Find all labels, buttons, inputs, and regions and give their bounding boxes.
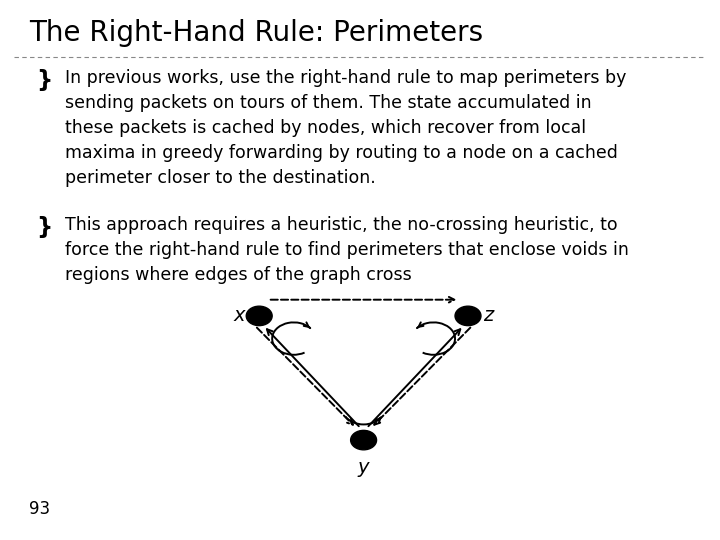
FancyArrowPatch shape: [267, 329, 359, 426]
FancyArrowPatch shape: [257, 328, 353, 424]
Text: }: }: [36, 69, 53, 92]
Text: This approach requires a heuristic, the no-crossing heuristic, to
force the righ: This approach requires a heuristic, the …: [65, 216, 629, 284]
Text: z: z: [483, 306, 493, 326]
Text: The Right-Hand Rule: Perimeters: The Right-Hand Rule: Perimeters: [29, 19, 483, 47]
Text: In previous works, use the right-hand rule to map perimeters by
sending packets : In previous works, use the right-hand ru…: [65, 69, 626, 187]
Text: y: y: [358, 457, 369, 477]
Text: }: }: [36, 216, 53, 239]
Text: x: x: [233, 306, 245, 326]
Circle shape: [246, 306, 272, 326]
FancyArrowPatch shape: [271, 297, 454, 302]
FancyArrowPatch shape: [374, 328, 470, 424]
Text: 93: 93: [29, 501, 50, 518]
Circle shape: [351, 430, 377, 450]
Circle shape: [455, 306, 481, 326]
FancyArrowPatch shape: [369, 329, 460, 426]
